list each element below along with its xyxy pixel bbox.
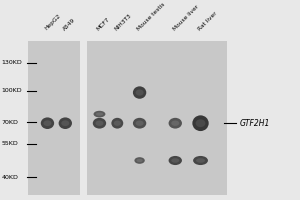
- Ellipse shape: [169, 118, 182, 129]
- Text: A549: A549: [62, 17, 76, 31]
- Ellipse shape: [193, 156, 208, 165]
- Ellipse shape: [136, 159, 143, 162]
- Ellipse shape: [133, 118, 146, 129]
- Text: NIH3T3: NIH3T3: [114, 12, 133, 31]
- Text: MCF7: MCF7: [96, 16, 111, 31]
- Ellipse shape: [171, 121, 179, 126]
- Ellipse shape: [196, 119, 206, 127]
- Text: 55KD: 55KD: [2, 141, 18, 146]
- Ellipse shape: [41, 117, 54, 129]
- Ellipse shape: [136, 89, 144, 96]
- Ellipse shape: [196, 158, 205, 163]
- Ellipse shape: [171, 158, 179, 163]
- Ellipse shape: [95, 121, 104, 126]
- Ellipse shape: [93, 118, 106, 129]
- Ellipse shape: [133, 86, 146, 99]
- Ellipse shape: [96, 112, 103, 116]
- Text: 130KD: 130KD: [2, 60, 22, 65]
- Ellipse shape: [61, 120, 69, 126]
- Text: GTF2H1: GTF2H1: [239, 119, 269, 128]
- Ellipse shape: [44, 120, 52, 126]
- Text: Mouse liver: Mouse liver: [172, 4, 200, 31]
- Bar: [28, 41, 227, 195]
- Ellipse shape: [94, 111, 105, 117]
- Ellipse shape: [169, 156, 182, 165]
- Text: 100KD: 100KD: [2, 88, 22, 93]
- Ellipse shape: [58, 117, 72, 129]
- Text: 70KD: 70KD: [2, 120, 18, 125]
- Text: 40KD: 40KD: [2, 175, 18, 180]
- Text: Mouse testis: Mouse testis: [136, 1, 166, 31]
- Ellipse shape: [192, 115, 209, 131]
- Ellipse shape: [114, 121, 121, 126]
- Ellipse shape: [134, 157, 145, 164]
- Ellipse shape: [111, 118, 123, 129]
- Text: Rat liver: Rat liver: [197, 10, 218, 31]
- Bar: [80, 41, 87, 195]
- Ellipse shape: [136, 121, 144, 126]
- Text: HepG2: HepG2: [44, 13, 62, 31]
